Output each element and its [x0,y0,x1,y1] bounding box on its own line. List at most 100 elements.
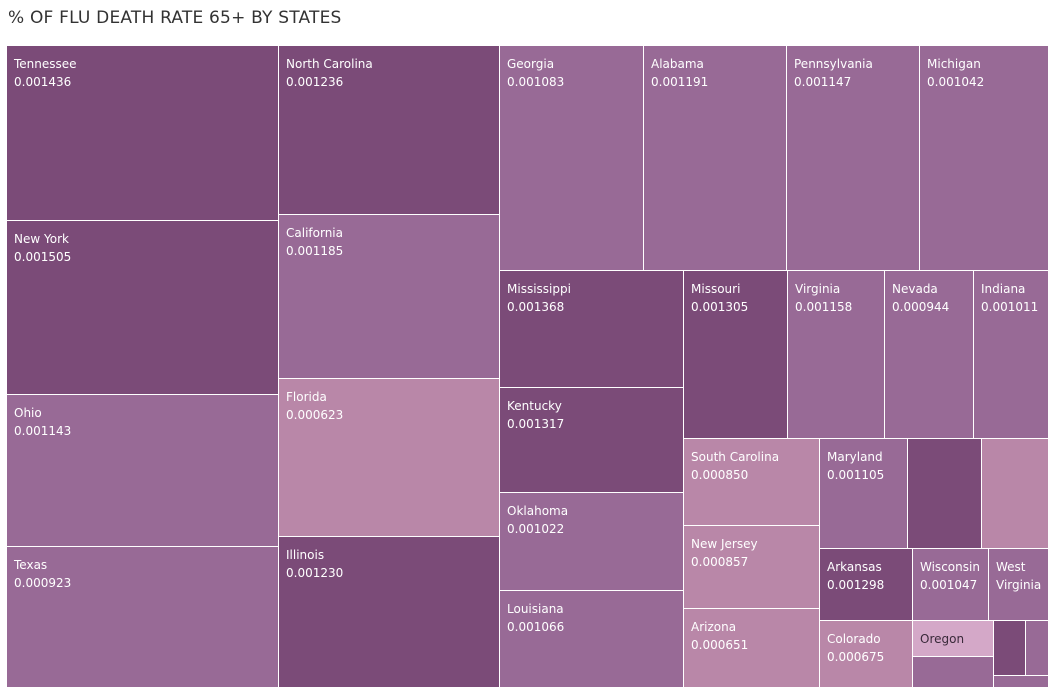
state-name: Oregon [920,632,965,646]
state-name: Mississippi [507,282,571,296]
tile-unlabeled[interactable] [993,675,1048,688]
tile-new-jersey[interactable]: New Jersey 0.000857 [683,525,821,610]
state-value: 0.001147 [794,75,852,89]
tile-kentucky[interactable]: Kentucky 0.001317 [499,387,685,494]
state-name: Michigan [927,57,981,71]
tile-tennessee[interactable]: Tennessee 0.001436 [6,45,280,222]
tile-unlabeled[interactable] [1025,620,1048,677]
tile-missouri[interactable]: Missouri 0.001305 [683,270,789,440]
tile-label: Pennsylvania 0.001147 [794,55,873,91]
tile-mississippi[interactable]: Mississippi 0.001368 [499,270,685,389]
tile-label: Georgia 0.001083 [507,55,564,91]
state-value: 0.001022 [507,522,565,536]
tile-label: Missouri 0.001305 [691,280,748,316]
tile-michigan[interactable]: Michigan 0.001042 [919,45,1048,272]
state-value: 0.001230 [286,566,344,580]
state-value: 0.001436 [14,75,72,89]
state-name: West Virginia [996,560,1042,592]
state-value: 0.001105 [827,468,885,482]
tile-florida[interactable]: Florida 0.000623 [278,378,501,538]
tile-unlabeled[interactable] [993,620,1027,677]
tile-louisiana[interactable]: Louisiana 0.001066 [499,590,685,688]
tile-nevada[interactable]: Nevada 0.000944 [884,270,975,440]
tile-unlabeled[interactable] [907,438,983,550]
state-name: Illinois [286,548,325,562]
state-value: 0.000857 [691,555,749,569]
tile-indiana[interactable]: Indiana 0.001011 [973,270,1048,440]
state-value: 0.001305 [691,300,749,314]
state-name: Ohio [14,406,42,420]
tile-west-virginia[interactable]: West Virginia [988,548,1048,622]
tile-oregon[interactable]: Oregon [912,620,995,658]
tile-label: South Carolina 0.000850 [691,448,779,484]
tile-label: California 0.001185 [286,224,343,260]
tile-new-york[interactable]: New York 0.001505 [6,220,280,396]
tile-unlabeled[interactable] [912,656,995,688]
state-name: Georgia [507,57,555,71]
state-name: Tennessee [14,57,77,71]
tile-arkansas[interactable]: Arkansas 0.001298 [819,548,914,622]
tile-maryland[interactable]: Maryland 0.001105 [819,438,909,550]
tile-label: Mississippi 0.001368 [507,280,571,316]
tile-oklahoma[interactable]: Oklahoma 0.001022 [499,492,685,592]
tile-label: Florida 0.000623 [286,388,343,424]
state-value: 0.001368 [507,300,565,314]
tile-virginia[interactable]: Virginia 0.001158 [787,270,886,440]
tile-illinois[interactable]: Illinois 0.001230 [278,536,501,688]
state-value: 0.001191 [651,75,709,89]
tile-texas[interactable]: Texas 0.000923 [6,546,280,688]
state-name: California [286,226,343,240]
state-name: Pennsylvania [794,57,873,71]
tile-label: Maryland 0.001105 [827,448,884,484]
tile-label: Ohio 0.001143 [14,404,71,440]
tile-alabama[interactable]: Alabama 0.001191 [643,45,788,272]
state-name: Arizona [691,620,737,634]
state-name: Alabama [651,57,704,71]
state-name: Louisiana [507,602,564,616]
state-value: 0.000944 [892,300,950,314]
tile-south-carolina[interactable]: South Carolina 0.000850 [683,438,821,527]
state-value: 0.000623 [286,408,344,422]
tile-label: Texas 0.000923 [14,556,71,592]
tile-label: Virginia 0.001158 [795,280,852,316]
state-value: 0.000651 [691,638,749,652]
tile-label: Michigan 0.001042 [927,55,984,91]
tile-label: Oklahoma 0.001022 [507,502,568,538]
tile-label: Arizona 0.000651 [691,618,748,654]
tile-label: New Jersey 0.000857 [691,535,758,571]
state-name: Missouri [691,282,741,296]
state-value: 0.000923 [14,576,72,590]
state-value: 0.001158 [795,300,853,314]
tile-georgia[interactable]: Georgia 0.001083 [499,45,645,272]
tile-ohio[interactable]: Ohio 0.001143 [6,394,280,548]
state-name: Indiana [981,282,1026,296]
state-name: Florida [286,390,327,404]
tile-label: Alabama 0.001191 [651,55,708,91]
state-name: New Jersey [691,537,758,551]
state-name: Maryland [827,450,883,464]
state-value: 0.001011 [981,300,1039,314]
tile-wisconsin[interactable]: Wisconsin 0.001047 [912,548,990,622]
state-name: Oklahoma [507,504,569,518]
state-name: Kentucky [507,399,562,413]
tile-california[interactable]: California 0.001185 [278,214,501,380]
state-value: 0.001047 [920,578,978,592]
state-value: 0.001083 [507,75,565,89]
tile-pennsylvania[interactable]: Pennsylvania 0.001147 [786,45,921,272]
state-value: 0.001236 [286,75,344,89]
tile-colorado[interactable]: Colorado 0.000675 [819,620,914,688]
tile-north-carolina[interactable]: North Carolina 0.001236 [278,45,501,216]
tile-unlabeled[interactable] [981,438,1048,550]
tile-arizona[interactable]: Arizona 0.000651 [683,608,821,688]
state-value: 0.000675 [827,650,885,664]
state-name: Colorado [827,632,881,646]
tile-label: Illinois 0.001230 [286,546,343,582]
tile-label: Kentucky 0.001317 [507,397,564,433]
tile-label: West Virginia [996,558,1048,594]
tile-label: Colorado 0.000675 [827,630,884,666]
state-value: 0.001143 [14,424,72,438]
state-name: North Carolina [286,57,373,71]
state-name: Virginia [795,282,841,296]
tile-label: New York 0.001505 [14,230,71,266]
tile-label: Louisiana 0.001066 [507,600,564,636]
